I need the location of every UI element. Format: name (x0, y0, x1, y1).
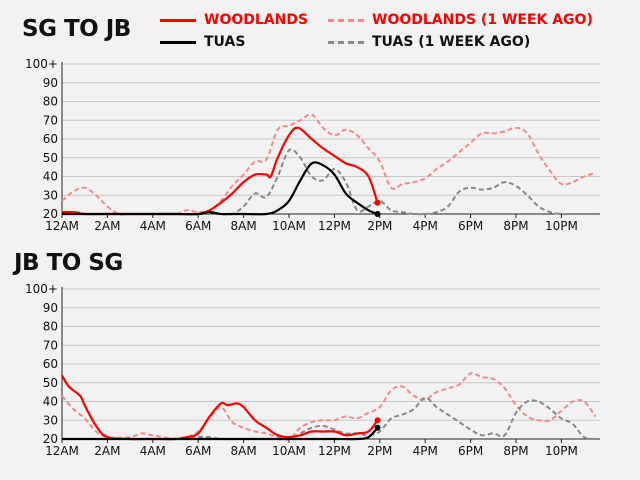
y-tick-label: 40 (43, 170, 58, 184)
legend: WOODLANDS WOODLANDS (1 WEEK AGO) TUAS TU… (160, 12, 630, 56)
x-tick-label: 2PM (367, 219, 392, 233)
y-tick-label: 30 (43, 413, 58, 427)
legend-item-woodlands-week-ago[interactable]: WOODLANDS (1 WEEK AGO) (328, 12, 593, 28)
chart-sg-to-jb: 20 30 40 50 60 70 80 90 100+ 12AM 2AM 4AM 6AM 8AM 10AM… (25, 57, 600, 233)
legend-swatch-woodlands-week-ago (328, 18, 364, 22)
x-tick-label: 12AM (45, 444, 79, 458)
x-tick-label: 4AM (140, 444, 166, 458)
series-line-tuas-1-week-ago (62, 396, 596, 441)
legend-item-tuas[interactable]: TUAS (160, 34, 245, 50)
x-tick-label: 12PM (318, 219, 351, 233)
current-point-tuas (374, 424, 381, 431)
x-tick-label: 6PM (458, 444, 483, 458)
x-tick-label: 4PM (413, 219, 438, 233)
series-line-woodlands-1-week-ago (61, 113, 596, 216)
chart-jb-to-sg: 20 30 40 50 60 70 80 90 100+ 12AM 2AM 4AM 6AM 8AM 10AM… (25, 282, 600, 458)
y-tick-label: 30 (43, 188, 58, 202)
y-tick-label: 100+ (25, 57, 58, 71)
y-tick-label: 70 (43, 338, 58, 352)
series-line-woodlands-1-week-ago (61, 372, 597, 441)
y-tick-label: 90 (43, 301, 58, 315)
x-tick-label: 10PM (545, 219, 578, 233)
y-tick-label: 70 (43, 113, 58, 127)
series-line-tuas (62, 161, 378, 216)
x-tick-label: 8PM (503, 219, 528, 233)
x-tick-label: 4AM (140, 219, 166, 233)
legend-label-woodlands: WOODLANDS (204, 12, 309, 28)
y-tick-label: 50 (43, 151, 58, 165)
y-tick-label: 60 (43, 132, 58, 146)
y-tick-label: 60 (43, 357, 58, 371)
x-tick-label: 6PM (458, 219, 483, 233)
legend-label-tuas: TUAS (204, 34, 246, 50)
x-tick-label: 8AM (231, 219, 257, 233)
x-tick-label: 10AM (272, 219, 306, 233)
x-tick-label: 4PM (413, 444, 438, 458)
chart-title-jb-to-sg: JB TO SG (14, 250, 123, 276)
legend-swatch-tuas (160, 40, 196, 44)
legend-swatch-tuas-week-ago (328, 40, 364, 44)
x-tick-label: 10PM (545, 444, 578, 458)
y-tick-label: 20 (43, 432, 58, 446)
legend-item-tuas-week-ago[interactable]: TUAS (1 WEEK AGO) (328, 34, 530, 50)
y-tick-label: 20 (43, 207, 58, 221)
series-line-tuas (62, 427, 379, 441)
current-point-woodlands (374, 417, 381, 424)
chart-title-sg-to-jb: SG TO JB (22, 16, 131, 42)
y-tick-label: 90 (43, 76, 58, 90)
legend-item-woodlands[interactable]: WOODLANDS (160, 12, 308, 28)
legend-swatch-woodlands (160, 18, 196, 22)
x-tick-label: 2AM (94, 219, 120, 233)
x-tick-label: 8AM (231, 444, 257, 458)
x-tick-label: 12PM (318, 444, 351, 458)
x-tick-label: 2PM (367, 444, 392, 458)
y-tick-label: 100+ (25, 282, 58, 296)
x-tick-label: 6AM (185, 444, 211, 458)
x-tick-label: 2AM (94, 444, 120, 458)
y-tick-label: 80 (43, 95, 58, 109)
y-tick-label: 40 (43, 395, 58, 409)
series-line-tuas-1-week-ago (62, 148, 596, 216)
x-tick-label: 8PM (503, 444, 528, 458)
series-line-woodlands (61, 374, 379, 441)
legend-label-woodlands-week-ago: WOODLANDS (1 WEEK AGO) (372, 12, 593, 28)
current-point-woodlands (374, 199, 381, 206)
x-tick-label: 12AM (45, 219, 79, 233)
legend-label-tuas-week-ago: TUAS (1 WEEK AGO) (372, 34, 531, 50)
current-point-tuas (374, 211, 381, 217)
y-tick-label: 50 (43, 376, 58, 390)
y-tick-label: 80 (43, 320, 58, 334)
x-tick-label: 10AM (272, 444, 306, 458)
x-tick-label: 6AM (185, 219, 211, 233)
